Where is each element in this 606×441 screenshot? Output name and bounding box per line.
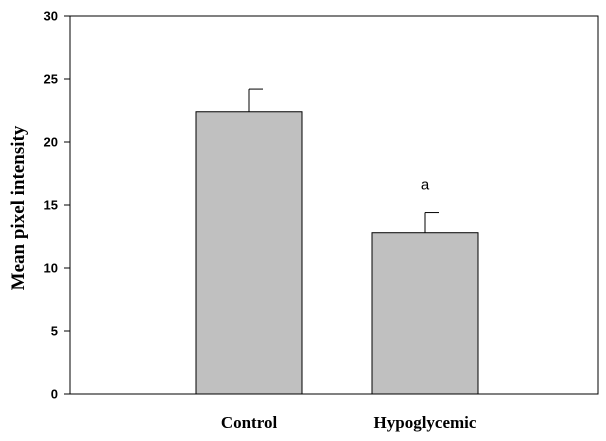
plot-frame: [69, 15, 599, 395]
y-tick-label: 15: [44, 198, 58, 213]
bar-control: [195, 111, 303, 395]
y-tick-label: 25: [44, 72, 58, 87]
y-tick-label: 10: [44, 261, 58, 276]
plot-border: [69, 15, 599, 395]
y-tick-label: 0: [51, 387, 58, 402]
x-category-label: Hypoglycemic: [374, 413, 477, 432]
y-axis-label: Mean pixel intensity: [8, 125, 29, 290]
y-tick-label: 20: [44, 135, 58, 150]
x-axis-categories: Control Hypoglycemic: [221, 413, 477, 432]
y-tick-label: 30: [44, 9, 58, 24]
bars: a: [195, 88, 479, 395]
x-category-label: Control: [221, 413, 278, 432]
y-axis-ticks: 0 5 10 15 20 25 30: [44, 9, 70, 402]
bar-hypoglycemic: [371, 232, 479, 395]
y-tick-label: 5: [51, 324, 58, 339]
significance-label: a: [421, 177, 430, 194]
